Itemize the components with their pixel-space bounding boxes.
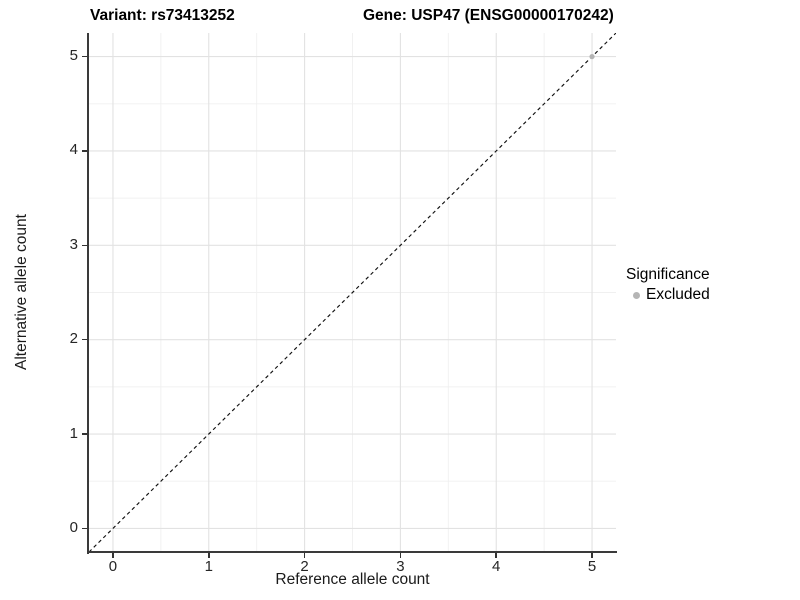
plot-title-variant: Variant: rs73413252: [90, 7, 235, 24]
y-tick-mark: [82, 55, 87, 58]
data-point-excluded: [589, 53, 595, 60]
y-tick-mark: [82, 244, 87, 247]
y-tick-label: 4: [69, 141, 78, 159]
legend: Significance Excluded: [626, 266, 710, 304]
x-tick-mark: [303, 553, 306, 558]
plot-panel: [88, 32, 617, 553]
y-tick-label: 3: [69, 235, 78, 253]
x-tick-mark: [112, 553, 114, 558]
y-tick-mark: [82, 527, 87, 530]
y-tick-mark: [82, 150, 87, 152]
x-axis-label: Reference allele count: [275, 571, 430, 588]
y-tick-mark: [82, 433, 87, 435]
y-tick-label: 0: [69, 518, 78, 536]
plot-canvas: [88, 32, 617, 553]
legend-entry-label: Excluded: [646, 286, 710, 303]
y-axis-label: Alternative allele count: [13, 214, 30, 370]
y-tick-label: 1: [69, 424, 78, 442]
x-tick-label: 0: [108, 558, 118, 575]
x-tick-label: 5: [587, 558, 597, 575]
y-axis-line: [87, 33, 89, 554]
x-tick-mark: [495, 553, 497, 558]
y-tick-mark: [82, 338, 87, 341]
x-tick-label: 2: [300, 558, 309, 575]
x-tick-label: 4: [492, 558, 501, 575]
x-tick-mark: [591, 553, 593, 558]
y-tick-label: 5: [69, 47, 78, 65]
excluded-point-swatch-icon: [633, 291, 640, 299]
x-tick-label: 3: [396, 558, 405, 575]
legend-entry-excluded: Excluded: [626, 286, 710, 304]
x-tick-label: 1: [204, 558, 213, 575]
x-tick-mark: [208, 553, 210, 558]
legend-title: Significance: [626, 266, 710, 283]
x-axis-line: [87, 551, 617, 553]
plot-title-gene: Gene: USP47 (ENSG00000170242): [363, 7, 614, 24]
identity-dashed-line: [88, 32, 617, 553]
x-tick-mark: [399, 553, 402, 558]
y-tick-label: 2: [69, 330, 78, 348]
